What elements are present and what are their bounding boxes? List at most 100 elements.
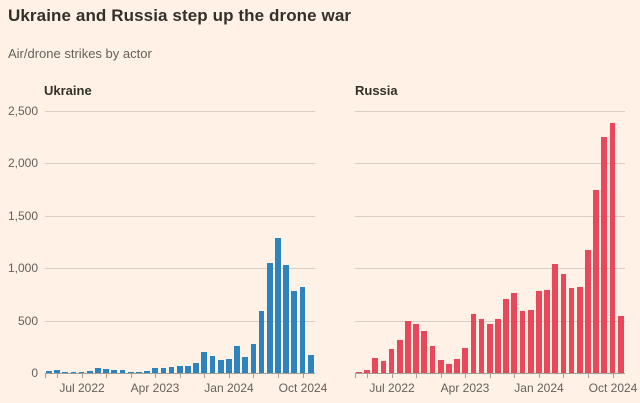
x-axis-tick [514,374,515,378]
x-axis-tick [563,374,564,378]
x-axis-line [45,373,315,374]
bar [46,371,52,373]
bar [176,366,183,373]
bar [103,369,109,373]
x-axis-tick [303,374,304,378]
bar [78,372,85,373]
bar [283,265,289,373]
bar [396,340,403,373]
gridline [355,111,625,112]
gridline [45,321,315,322]
bar [95,368,101,373]
bar [593,190,599,373]
x-axis-label: Apr 2023 [440,381,490,395]
bar [380,361,387,373]
x-axis-tick [613,374,614,378]
x-axis-tick [253,374,254,378]
bar [127,372,134,373]
bar [503,299,509,373]
x-axis-tick [588,374,589,378]
gridline [45,268,315,269]
bar [201,352,208,373]
bar [266,263,273,373]
bar [478,319,485,373]
x-axis-tick [367,374,368,378]
y-axis-label: 2,500 [7,104,38,118]
bar [429,346,436,373]
bar [152,368,159,373]
bar [242,357,249,373]
x-axis-tick [441,374,442,378]
bar [585,250,591,373]
bar [511,293,518,373]
bar [307,355,314,373]
x-axis-tick [490,374,491,378]
bar [291,291,298,373]
bar [601,137,608,373]
bar [217,360,224,373]
bar [446,364,452,373]
bar [462,348,469,373]
bar [454,359,460,373]
bar [356,372,362,373]
gridline [355,321,625,322]
bar [544,290,550,373]
bar [168,367,175,373]
bar [364,370,370,373]
bar [388,349,395,373]
x-axis-tick [180,374,181,378]
page-subtitle: Air/drone strikes by actor [8,46,152,61]
bar [552,264,559,373]
bar [536,291,542,373]
x-axis-label: Oct 2024 [588,381,638,395]
bar [226,359,232,373]
bar [519,311,526,373]
bar [372,358,379,373]
bar [495,319,501,373]
bar [437,360,444,373]
bar [62,372,69,373]
x-axis-tick [392,374,393,378]
x-axis-tick [82,374,83,378]
gridline [45,111,315,112]
bar [527,310,534,373]
russia-panel-title: Russia [355,83,398,98]
bar [86,371,93,373]
gridline [45,163,315,164]
x-axis-label: Jan 2024 [204,381,254,395]
x-axis-label: Jul 2022 [369,381,415,395]
x-axis-label: Jul 2022 [59,381,105,395]
gridline [45,216,315,217]
x-axis-tick [355,374,356,378]
ukraine-panel-title: Ukraine [44,83,92,98]
y-axis-label: 0 [31,366,38,380]
bar [258,311,265,373]
bar [250,344,257,373]
bar [617,316,624,373]
y-axis-label: 1,500 [7,209,38,223]
x-axis-tick [539,374,540,378]
bar [470,314,477,373]
y-axis-label: 500 [17,314,38,328]
bar [193,363,199,373]
gridline [355,216,625,217]
y-axis-label: 1,000 [7,261,38,275]
bar [136,372,142,373]
x-axis-tick [45,374,46,378]
bar [413,324,419,373]
bar [560,274,567,373]
x-axis-tick [465,374,466,378]
bar [185,366,191,373]
bar [54,370,60,373]
bar [568,288,575,373]
page-title: Ukraine and Russia step up the drone war [8,6,352,25]
bar [486,324,493,373]
x-axis-label: Apr 2023 [130,381,180,395]
bar [609,123,616,373]
bar [70,372,77,373]
x-axis-tick [155,374,156,378]
gridline [355,163,625,164]
bar [209,356,216,373]
x-axis-tick [131,374,132,378]
